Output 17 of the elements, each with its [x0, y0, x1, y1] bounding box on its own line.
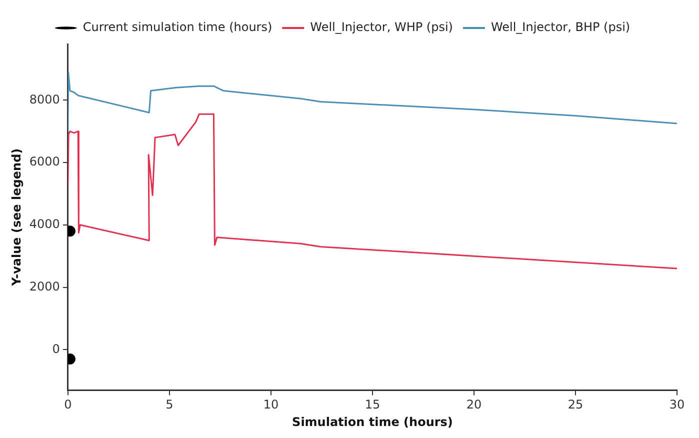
x-tick-label: 15	[364, 398, 380, 412]
legend-label: Well_Injector, WHP (psi)	[310, 20, 453, 34]
x-tick-label: 10	[263, 398, 279, 412]
y-tick-label: 0	[52, 342, 60, 356]
y-tick-label: 8000	[29, 92, 60, 106]
x-tick-label: 30	[669, 398, 685, 412]
x-tick-label: 0	[64, 398, 72, 412]
y-tick-label: 2000	[29, 279, 60, 294]
x-tick-label: 20	[466, 398, 482, 412]
legend-label: Well_Injector, BHP (psi)	[490, 20, 630, 34]
y-tick-label: 6000	[29, 154, 60, 169]
x-tick-label: 25	[568, 398, 584, 412]
y-tick-label: 4000	[29, 217, 60, 232]
x-axis-title: Simulation time (hours)	[292, 414, 453, 429]
legend-label: Current simulation time (hours)	[82, 20, 272, 34]
x-tick-label: 5	[166, 398, 174, 412]
y-axis-title: Y-value (see legend)	[9, 148, 24, 287]
